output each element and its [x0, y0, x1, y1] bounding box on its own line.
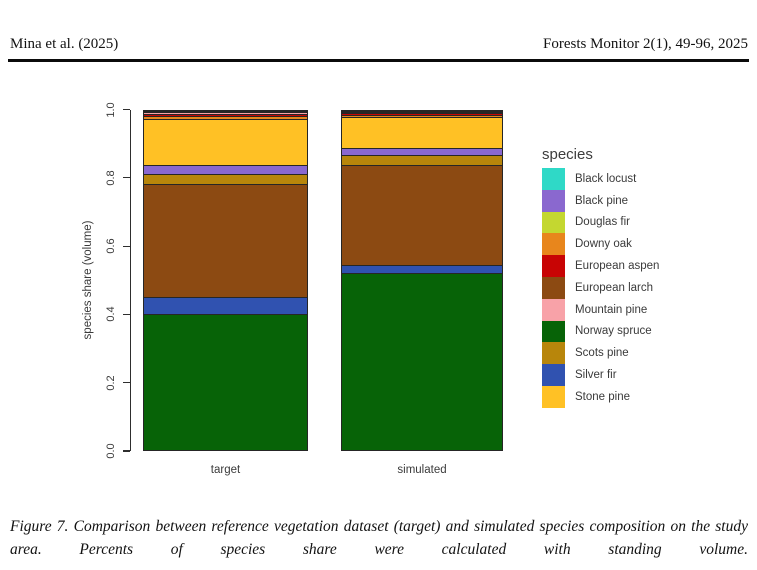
- legend-item-scots-pine: Scots pine: [542, 342, 659, 365]
- legend-item-silver-fir: Silver fir: [542, 364, 659, 386]
- bar-segment-norway-spruce: [342, 273, 502, 450]
- bar-segment-douglas-fir: [342, 110, 502, 113]
- legend-item-black-locust: Black locust: [542, 168, 659, 190]
- legend-swatch: [542, 189, 565, 212]
- bar-segment-stone-pine: [342, 117, 502, 149]
- legend-label: Mountain pine: [575, 303, 648, 316]
- stacked-bar-chart: species share (volume) species Black loc…: [82, 101, 659, 476]
- header-divider: [8, 59, 749, 62]
- header-author: Mina et al. (2025): [10, 36, 119, 52]
- legend-label: Scots pine: [575, 347, 629, 360]
- bar-target: [143, 109, 308, 451]
- legend-label: Norway spruce: [575, 325, 652, 338]
- legend-swatch: [542, 211, 565, 234]
- legend-item-european-larch: European larch: [542, 276, 659, 299]
- bar-segment-european-larch: [342, 164, 502, 266]
- y-axis-title: species share (volume): [82, 220, 94, 340]
- y-axis-line: [130, 109, 132, 451]
- legend-item-downy-oak: Downy oak: [542, 233, 659, 256]
- legend-swatch: [542, 255, 565, 277]
- bar-segment-mountain-pine: [342, 112, 502, 114]
- legend-label: European aspen: [575, 260, 660, 273]
- bar-segment-mountain-pine: [144, 112, 307, 115]
- bar-segment-downy-oak: [144, 116, 307, 120]
- legend-item-stone-pine: Stone pine: [542, 385, 659, 408]
- bar-segment-scots-pine: [342, 155, 502, 165]
- y-tick-label: 0.2: [105, 375, 117, 391]
- legend-item-norway-spruce: Norway spruce: [542, 320, 659, 343]
- y-tick-label: 0.4: [105, 306, 117, 323]
- legend-label: Douglas fir: [575, 216, 630, 229]
- y-tick-mark: [122, 245, 130, 247]
- legend-swatch: [542, 233, 565, 256]
- legend-item-douglas-fir: Douglas fir: [542, 211, 659, 234]
- y-tick-label: 1.0: [105, 101, 117, 118]
- bar-segment-stone-pine: [144, 119, 307, 165]
- legend-label: Downy oak: [575, 238, 632, 251]
- legend: species Black locust Black pine Douglas fi…: [542, 146, 659, 408]
- bar-segment-scots-pine: [144, 174, 307, 185]
- header-journal: Forests Monitor 2(1), 49-96, 2025: [543, 36, 748, 52]
- legend-swatch: [542, 168, 565, 190]
- legend-swatch: [542, 342, 565, 365]
- bar-segment-silver-fir: [144, 297, 307, 314]
- bar-segment-black-pine: [342, 148, 502, 156]
- bar-segment-european-larch: [144, 184, 307, 298]
- legend-rows: Black locust Black pine Douglas fir Downy o…: [542, 168, 659, 408]
- y-tick-label: 0.0: [105, 443, 117, 459]
- y-tick-mark: [122, 108, 130, 111]
- y-tick-label: 0.6: [105, 238, 117, 254]
- bar-segment-silver-fir: [342, 265, 502, 274]
- bar-segment-douglas-fir: [144, 110, 307, 113]
- x-label-simulated: simulated: [397, 464, 447, 476]
- bar-segment-downy-oak: [342, 115, 502, 118]
- legend-label: Black locust: [575, 172, 637, 185]
- legend-label: Black pine: [575, 194, 629, 207]
- legend-swatch: [542, 276, 565, 299]
- legend-item-european-aspen: European aspen: [542, 255, 659, 277]
- bar-simulated: [341, 109, 503, 451]
- legend-title: species: [542, 146, 593, 163]
- bar-segment-european-aspen: [342, 113, 502, 116]
- y-tick-mark: [122, 313, 130, 315]
- legend-swatch: [542, 320, 565, 343]
- legend-swatch: [542, 298, 565, 321]
- y-tick-mark: [122, 177, 130, 179]
- legend-item-mountain-pine: Mountain pine: [542, 298, 659, 321]
- legend-label: Silver fir: [575, 369, 617, 382]
- legend-swatch: [542, 364, 565, 386]
- bar-segment-european-aspen: [144, 114, 307, 117]
- figure-caption: Figure 7. Comparison between reference v…: [10, 518, 748, 558]
- legend-label: European larch: [575, 281, 653, 294]
- legend-item-black-pine: Black pine: [542, 189, 659, 212]
- legend-label: Stone pine: [575, 390, 630, 403]
- y-tick-label: 0.8: [105, 170, 117, 186]
- y-tick-mark: [122, 382, 130, 384]
- bar-segment-black-pine: [144, 164, 307, 175]
- x-label-target: target: [210, 464, 241, 476]
- legend-swatch: [542, 385, 565, 408]
- y-tick-mark: [122, 450, 130, 452]
- bar-segment-norway-spruce: [144, 313, 307, 450]
